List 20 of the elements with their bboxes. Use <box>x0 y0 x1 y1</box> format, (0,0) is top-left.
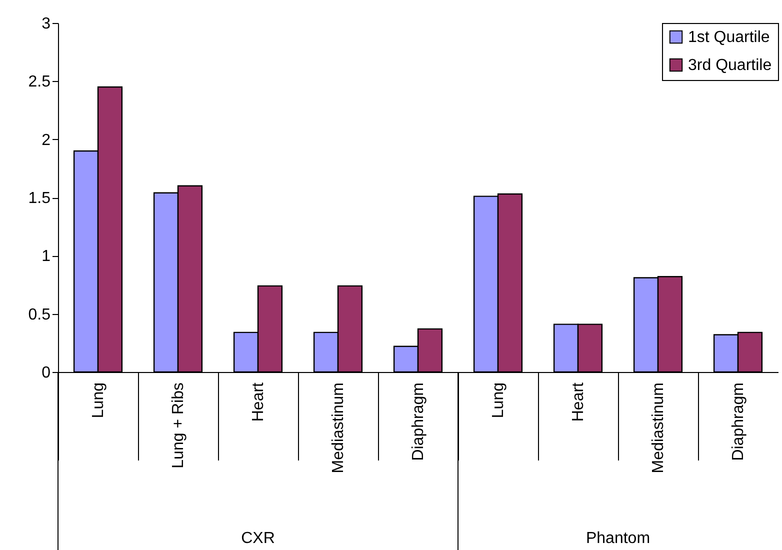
legend-label: 3rd Quartile <box>688 57 772 74</box>
x-tick-label: Lung <box>90 382 107 418</box>
x-tick-label: Diaphragm <box>410 382 427 461</box>
x-tick-label: Mediastinum <box>650 382 667 474</box>
x-tick-label: Diaphragm <box>730 382 747 461</box>
x-tick-label: Heart <box>570 382 587 422</box>
y-tick-label: 3 <box>42 16 51 32</box>
y-tick-label: 2 <box>42 132 51 149</box>
y-tick-label: 0 <box>42 364 51 382</box>
text: CXR <box>241 530 275 547</box>
x-tick-label: Lung + Ribs <box>170 382 187 468</box>
legend-label: 1st Quartile <box>688 29 770 46</box>
x-tick-label: Lung <box>490 382 507 418</box>
x-tick-label: Heart <box>250 382 267 422</box>
text: Phantom <box>586 530 650 547</box>
y-tick-label: 2.5 <box>28 74 51 91</box>
x-tick-label: Mediastinum <box>330 382 347 474</box>
y-tick-label: 0.5 <box>28 306 51 324</box>
y-tick-label: 1.5 <box>28 190 51 207</box>
y-tick-label: 1 <box>42 248 51 266</box>
